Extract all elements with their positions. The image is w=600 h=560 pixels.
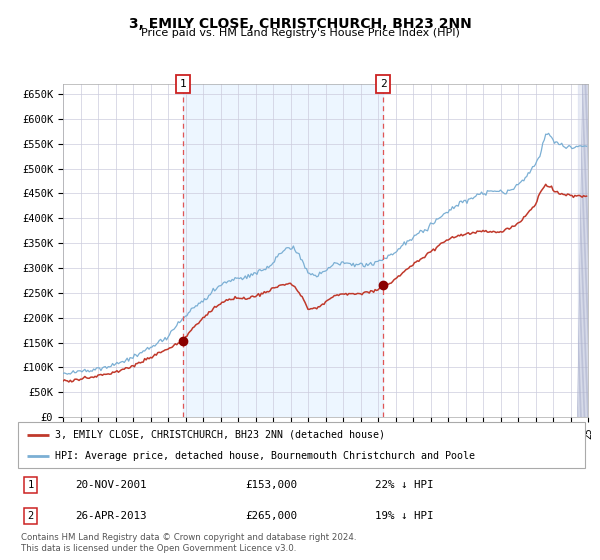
FancyBboxPatch shape	[18, 422, 585, 468]
Text: £265,000: £265,000	[245, 511, 297, 521]
Text: Contains HM Land Registry data © Crown copyright and database right 2024.
This d: Contains HM Land Registry data © Crown c…	[21, 533, 356, 553]
Bar	[184, 84, 383, 417]
Text: Price paid vs. HM Land Registry's House Price Index (HPI): Price paid vs. HM Land Registry's House …	[140, 28, 460, 38]
Text: 2: 2	[28, 511, 34, 521]
Text: 19% ↓ HPI: 19% ↓ HPI	[375, 511, 434, 521]
Text: HPI: Average price, detached house, Bournemouth Christchurch and Poole: HPI: Average price, detached house, Bour…	[55, 451, 475, 461]
Text: 1: 1	[28, 480, 34, 490]
Text: 2: 2	[380, 79, 386, 89]
Text: 3, EMILY CLOSE, CHRISTCHURCH, BH23 2NN (detached house): 3, EMILY CLOSE, CHRISTCHURCH, BH23 2NN (…	[55, 430, 385, 440]
Text: 1: 1	[180, 79, 187, 89]
Text: 26-APR-2013: 26-APR-2013	[75, 511, 146, 521]
Text: £153,000: £153,000	[245, 480, 297, 490]
Text: 3, EMILY CLOSE, CHRISTCHURCH, BH23 2NN: 3, EMILY CLOSE, CHRISTCHURCH, BH23 2NN	[128, 17, 472, 31]
Text: 22% ↓ HPI: 22% ↓ HPI	[375, 480, 434, 490]
Text: 20-NOV-2001: 20-NOV-2001	[75, 480, 146, 490]
Bar	[577, 84, 588, 417]
